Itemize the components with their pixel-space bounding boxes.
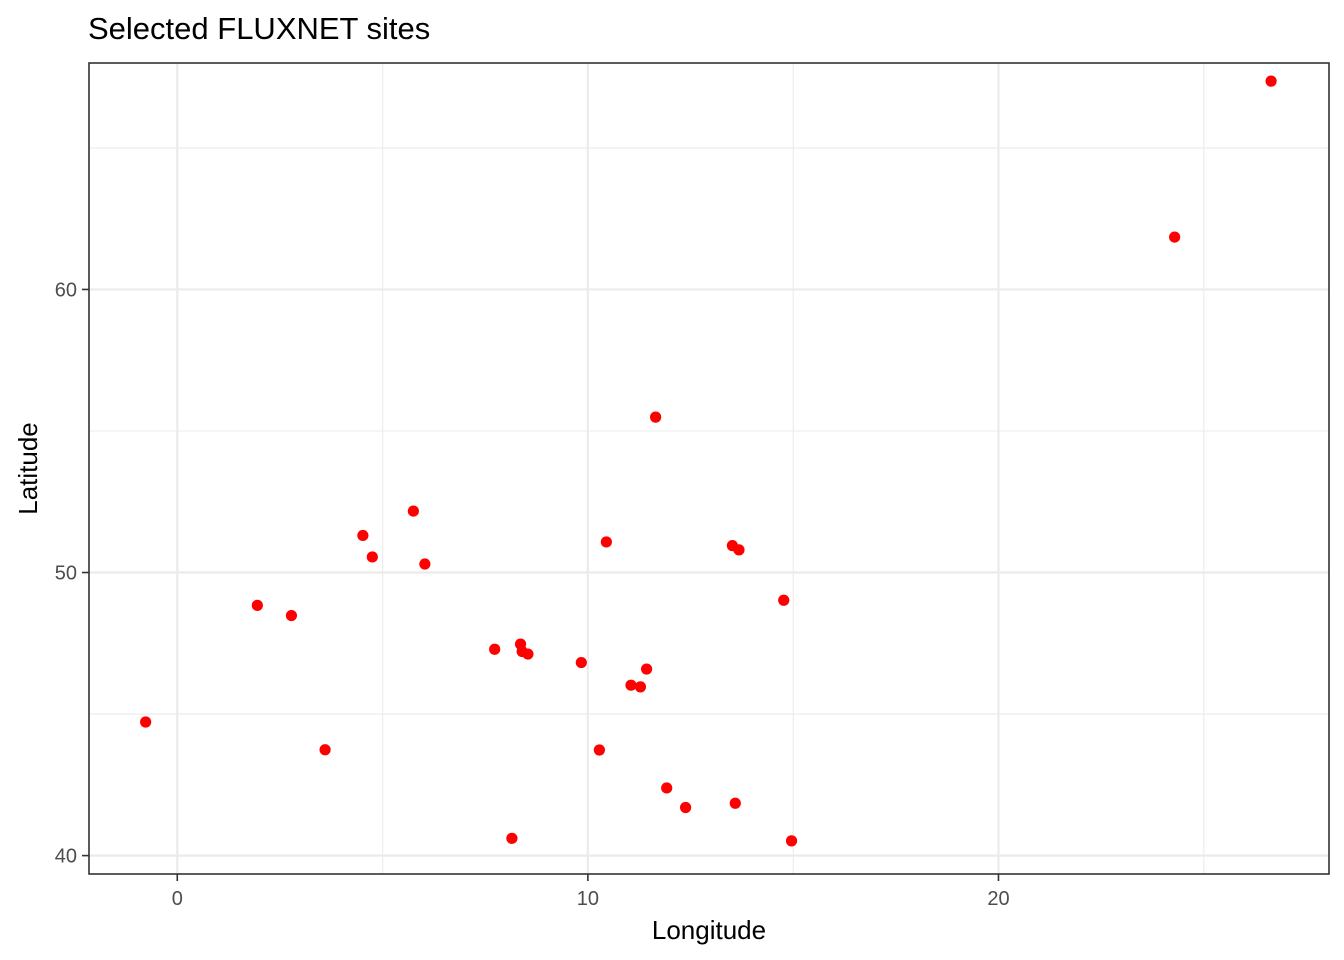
x-tick-label: 0 [172,888,183,910]
data-point [729,797,741,809]
data-point [140,716,152,728]
data-point [733,544,745,556]
data-point [679,801,692,814]
y-tick-label: 50 [55,563,77,585]
data-point [366,551,378,563]
data-point [661,782,673,794]
data-point [640,663,653,675]
data-points [140,75,1277,847]
data-point [522,648,534,660]
data-point [1265,75,1277,87]
y-axis-title: Latitude [13,422,43,515]
data-point [625,679,637,691]
y-axis-ticks: 40 50 60 [55,279,89,868]
data-point [285,609,298,622]
data-point [634,681,647,693]
x-axis-title: Longitude [652,915,766,945]
x-tick-label: 20 [987,888,1009,910]
data-point [357,529,369,542]
major-gridlines [89,63,1329,874]
data-point [650,411,662,423]
data-point [319,744,331,756]
x-axis-ticks: 0 10 20 [172,874,1010,910]
y-tick-label: 60 [55,279,77,301]
data-point [419,558,431,570]
data-point [1169,231,1181,243]
data-point [506,832,518,844]
y-tick-label: 40 [55,846,77,868]
data-point [489,643,501,655]
chart-title: Selected FLUXNET sites [88,11,430,46]
data-point [785,835,798,847]
data-point [575,656,587,669]
data-point [251,599,263,611]
data-point [778,594,790,606]
plot-panel-border [88,62,1330,875]
data-point [407,505,419,517]
data-point [600,536,612,548]
x-tick-label: 10 [577,888,599,910]
minor-gridlines [89,63,1329,874]
data-point [593,744,605,756]
